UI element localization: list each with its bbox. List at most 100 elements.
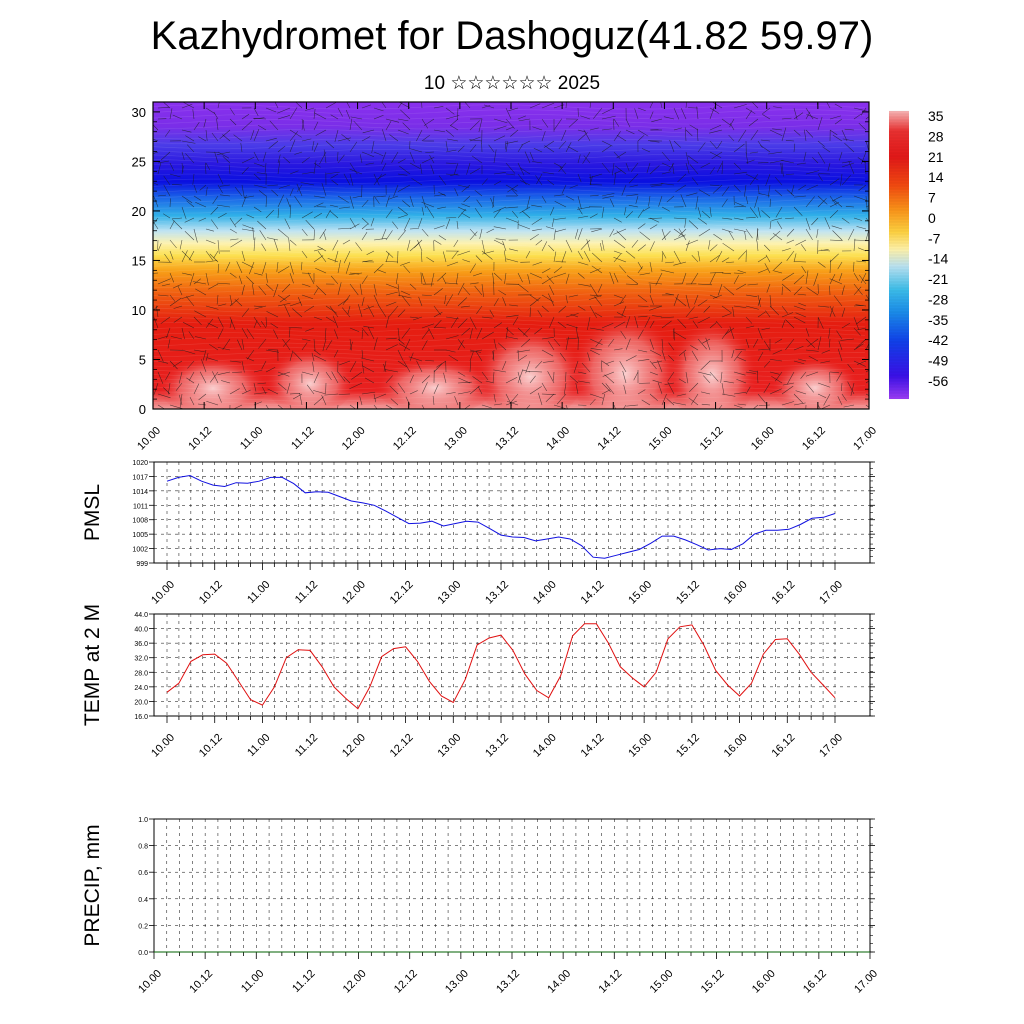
wind-vector [589, 349, 600, 355]
isotherm-line [153, 277, 865, 283]
wind-vector [205, 162, 207, 175]
wind-vector [829, 285, 831, 296]
warm-core [375, 355, 495, 409]
wind-vector [853, 283, 863, 296]
wind-vector [489, 309, 495, 318]
wind-vector [405, 396, 411, 406]
wind-vector [313, 349, 321, 356]
wind-vector [766, 283, 771, 293]
warm-core [667, 315, 757, 409]
wind-vector [346, 102, 351, 109]
wind-vector [718, 404, 723, 409]
wind-vector [385, 369, 399, 373]
wind-vector [433, 288, 443, 296]
wind-vector [493, 393, 496, 403]
wind-vector [842, 162, 855, 168]
wind-vector [565, 404, 568, 409]
wind-vector [745, 151, 749, 165]
wind-vector [781, 248, 791, 252]
wind-vector [781, 117, 792, 120]
wind-vector [700, 162, 711, 168]
wind-vector [678, 349, 687, 356]
wind-vector [456, 220, 459, 230]
wind-vector [769, 129, 783, 136]
x-tick-label: 13.12 [483, 732, 511, 760]
wind-vector [756, 370, 759, 384]
wind-vector [296, 183, 303, 197]
wind-vector [262, 151, 267, 162]
wind-vector [175, 382, 183, 391]
y-tick-label: 28.0 [134, 670, 148, 677]
wind-vector [207, 322, 219, 329]
wind-vector [507, 184, 519, 193]
wind-vector [181, 140, 196, 144]
wind-vector [315, 268, 327, 274]
wind-vector [493, 369, 507, 373]
y-tick-label: 10 [132, 303, 146, 318]
x-tick-label: 17.00 [852, 968, 880, 996]
wind-vector [822, 146, 831, 153]
wind-vector [277, 145, 286, 153]
wind-vector [769, 160, 784, 164]
wind-vector [709, 371, 719, 382]
wind-vector [589, 338, 603, 345]
x-tick-label: 16.12 [801, 968, 829, 996]
wind-vector [173, 316, 183, 323]
wind-vector [170, 336, 183, 340]
wind-vector [260, 321, 267, 329]
wind-vector [325, 140, 335, 149]
wind-vector [529, 272, 543, 279]
wind-vector [313, 162, 321, 168]
wind-vector [678, 228, 687, 241]
wind-vector [289, 188, 294, 197]
wind-vector [817, 393, 827, 399]
wind-vector [157, 360, 169, 364]
wind-vector [601, 140, 613, 147]
wind-vector [688, 220, 699, 230]
wind-vector [457, 208, 466, 219]
wind-vector [749, 207, 759, 219]
wind-vector [519, 167, 531, 175]
wind-vector [217, 316, 224, 328]
wind-vector [160, 316, 171, 324]
wind-vector [388, 195, 399, 200]
wind-vector [433, 106, 444, 109]
wind-vector [690, 272, 699, 285]
isotherm-line [153, 391, 865, 397]
wind-vector [619, 294, 627, 305]
wind-vector [289, 170, 299, 175]
isotherm-line [153, 243, 866, 249]
wind-vector [589, 184, 603, 186]
wind-vector [568, 294, 579, 298]
wind-vector [561, 250, 567, 263]
wind-vector [169, 360, 178, 370]
wind-vector [691, 350, 699, 362]
wind-vector [601, 115, 616, 120]
wind-vector [865, 217, 869, 223]
wind-vector [569, 184, 579, 189]
wind-vector [228, 164, 231, 175]
wind-vector [433, 319, 442, 329]
wind-vector [253, 206, 262, 213]
wind-vector [565, 336, 569, 351]
wind-vector [373, 294, 380, 306]
wind-vector [829, 371, 840, 374]
wind-vector [229, 316, 236, 330]
wind-vector [787, 371, 795, 385]
wind-vector [569, 375, 579, 384]
wind-vector [229, 107, 235, 116]
x-tick-label: 16.12 [769, 579, 797, 607]
wind-vector [312, 361, 315, 373]
wind-vector [509, 248, 519, 252]
y-tick-label: 0.8 [138, 844, 148, 851]
wind-vector [397, 338, 405, 345]
x-tick-label: 15.12 [674, 732, 702, 760]
wind-vector [413, 316, 423, 321]
wind-vector [565, 313, 579, 318]
wind-vector [332, 239, 339, 251]
wind-vector [421, 382, 428, 395]
x-tick-label: 14.12 [595, 425, 623, 453]
wind-vector [558, 305, 567, 313]
wind-vector [349, 168, 363, 175]
wind-vector [258, 286, 267, 296]
